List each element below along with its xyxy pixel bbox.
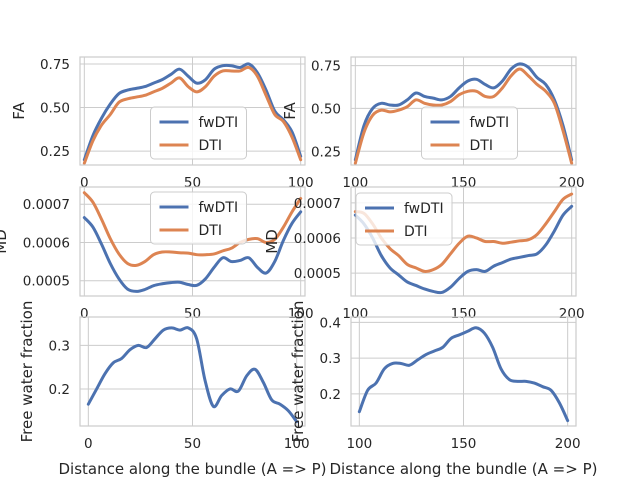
x-tick-label: 200 — [555, 436, 581, 452]
series-line-dti — [353, 192, 574, 273]
y-tick-label: 0.0006 — [294, 231, 341, 247]
x-tick-label: 100 — [346, 436, 372, 452]
series-line-fwdti — [357, 326, 570, 423]
y-tick-label: 0.75 — [40, 57, 70, 73]
series-group — [82, 62, 303, 165]
y-tick-label: 0.25 — [311, 144, 341, 160]
legend-label-fwdti: fwDTI — [404, 201, 444, 217]
series-line-dti — [82, 65, 303, 165]
legend: fwDTI DTI — [150, 191, 247, 245]
x-axis-label: Distance along the bundle (A => P) — [59, 460, 327, 478]
series-line-dti — [82, 191, 303, 268]
legend-label-fwdti: fwDTI — [199, 200, 239, 216]
y-axis-label: FA — [10, 102, 28, 120]
plot-frame — [79, 56, 306, 166]
series-line-fwdti — [353, 204, 574, 295]
series-line-fwdti — [82, 210, 303, 293]
x-tick-label: 200 — [559, 306, 585, 322]
series-group — [353, 192, 574, 295]
y-tick-label: 0.75 — [311, 59, 341, 75]
plot-frame — [350, 56, 577, 166]
legend-label-fwdti: fwDTI — [470, 115, 510, 131]
series-line-fwdti — [86, 326, 299, 424]
series-line-dti — [353, 67, 574, 165]
legend-label-dti: DTI — [199, 223, 222, 239]
panel-bottom-right: 100 150 200 0.2 0.3 0.4 Free water fraction Dis… — [289, 301, 597, 478]
y-axis-label: FA — [281, 102, 299, 120]
y-tick-label: 0.0005 — [294, 266, 341, 282]
x-axis-label: Distance along the bundle (A => P) — [330, 460, 598, 478]
y-tick-label: 0.0007 — [23, 197, 70, 213]
legend: fwDTI DTI — [355, 192, 453, 246]
legend: fwDTI DTI — [421, 106, 518, 160]
panel-middle-right: 100 150 200 0.0005 0.0006 0.0007 MD fwDTI DTI — [263, 186, 585, 322]
x-tick-label: 100 — [284, 436, 310, 452]
y-tick-label: 0.3 — [320, 351, 341, 367]
plot-frame — [350, 186, 577, 297]
y-tick-label: 0.50 — [311, 101, 341, 117]
y-tick-label: 0.50 — [40, 101, 70, 117]
x-tick-label: 0 — [84, 436, 93, 452]
y-tick-label: 0.0005 — [23, 274, 70, 290]
y-tick-label: 0.2 — [49, 382, 70, 398]
y-tick-label: 0.4 — [320, 315, 341, 331]
legend-label-fwdti: fwDTI — [199, 115, 239, 131]
series-group — [357, 326, 570, 423]
x-tick-label: 150 — [451, 436, 477, 452]
panel-middle-left: 0 50 100 0.0005 0.0006 0.0007 MD fwDTI DTI — [0, 186, 314, 322]
y-tick-label: 0.0007 — [294, 196, 341, 212]
y-axis-label: MD — [0, 229, 10, 254]
x-tick-label: 50 — [184, 306, 201, 322]
x-tick-label: 150 — [451, 306, 477, 322]
legend-label-dti: DTI — [199, 138, 222, 154]
series-group — [353, 62, 574, 165]
x-tick-label: 0 — [80, 175, 89, 191]
legend-label-dti: DTI — [470, 138, 493, 154]
legend-label-dti: DTI — [404, 224, 427, 240]
series-line-fwdti — [353, 62, 574, 162]
plot-frame — [350, 316, 577, 427]
y-axis-label: Free water fraction — [289, 301, 307, 443]
series-line-fwdti — [82, 62, 303, 162]
panel-bottom-left: 0 50 100 0.2 0.3 Free water fraction Distance … — [18, 301, 326, 478]
y-tick-label: 0.0006 — [23, 235, 70, 251]
series-group — [86, 326, 299, 424]
plot-frame — [79, 186, 306, 297]
legend: fwDTI DTI — [150, 106, 247, 160]
y-tick-label: 0.2 — [320, 387, 341, 403]
series-group — [82, 191, 303, 293]
x-tick-label: 0 — [80, 306, 89, 322]
y-axis-label: MD — [263, 229, 281, 254]
x-tick-label: 50 — [184, 436, 201, 452]
y-tick-label: 0.25 — [40, 144, 70, 160]
y-axis-label: Free water fraction — [18, 301, 36, 443]
plot-frame — [79, 316, 306, 427]
x-tick-label: 100 — [342, 306, 368, 322]
y-tick-label: 0.3 — [49, 338, 70, 354]
x-tick-label: 100 — [288, 306, 314, 322]
